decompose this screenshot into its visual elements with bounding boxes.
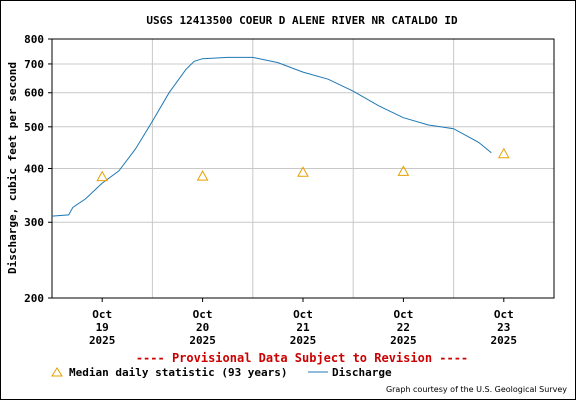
x-tick-label: Oct — [393, 308, 413, 321]
legend-median-label: Median daily statistic (93 years) — [69, 366, 288, 379]
x-tick-label: 2025 — [491, 334, 518, 347]
median-point — [96, 170, 109, 182]
x-axis-ticks: Oct192025Oct202025Oct212025Oct222025Oct2… — [89, 298, 517, 347]
chart-title: USGS 12413500 COEUR D ALENE RIVER NR CAT… — [146, 14, 458, 27]
provisional-notice: ---- Provisional Data Subject to Revisio… — [136, 351, 468, 365]
x-tick-label: Oct — [92, 308, 112, 321]
x-tick-label: 19 — [96, 321, 109, 334]
series-discharge-line — [51, 56, 492, 217]
y-tick-label: 200 — [24, 292, 44, 305]
median-point — [397, 165, 410, 176]
y-axis-label: Discharge, cubic feet per second — [6, 62, 19, 274]
legend-median-marker — [51, 367, 63, 377]
x-tick-label: Oct — [293, 308, 313, 321]
legend: Median daily statistic (93 years) Discha… — [51, 366, 392, 379]
y-tick-label: 700 — [24, 58, 44, 71]
x-tick-label: 22 — [397, 321, 410, 334]
y-tick-label: 400 — [24, 163, 44, 176]
x-tick-label: Oct — [193, 308, 213, 321]
x-tick-label: Oct — [494, 308, 514, 321]
median-point — [497, 147, 510, 159]
x-tick-label: 2025 — [189, 334, 216, 347]
x-tick-label: 2025 — [89, 334, 116, 347]
x-tick-label: 20 — [196, 321, 209, 334]
median-point — [196, 170, 209, 181]
credit-text: Graph courtesy of the U.S. Geological Su… — [386, 385, 567, 394]
median-point — [297, 166, 309, 177]
grid-lines — [52, 38, 554, 299]
series-median-markers — [96, 147, 510, 182]
x-tick-label: 21 — [296, 321, 310, 334]
x-tick-label: 2025 — [290, 334, 317, 347]
y-tick-label: 300 — [24, 216, 44, 229]
y-tick-label: 600 — [24, 87, 44, 100]
y-tick-label: 500 — [24, 121, 44, 134]
x-tick-label: 2025 — [390, 334, 417, 347]
x-tick-label: 23 — [497, 321, 510, 334]
legend-discharge-label: Discharge — [332, 366, 392, 379]
y-axis-ticks: 200 300 400 500 600 700 800 — [24, 33, 52, 305]
y-tick-label: 800 — [24, 33, 44, 46]
